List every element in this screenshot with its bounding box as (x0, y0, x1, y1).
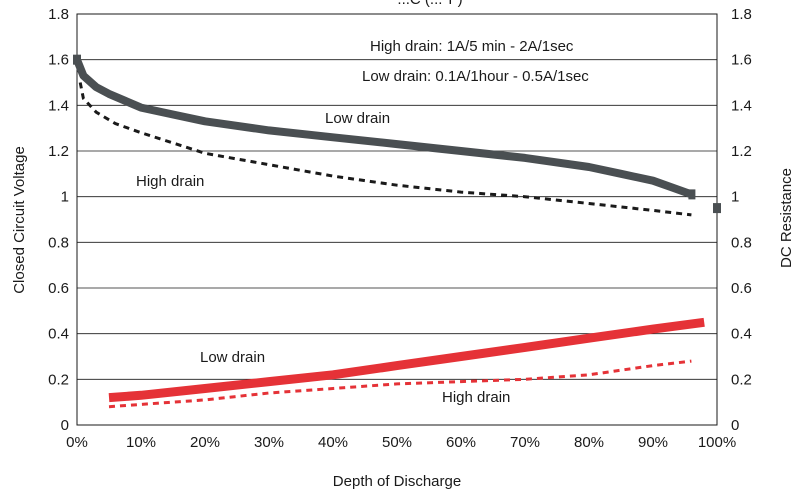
y-left-tick-label-8: 1.6 (48, 52, 69, 69)
y-left-tick-label-0: 0 (61, 417, 69, 434)
x-tick-label-5: 50% (382, 434, 412, 451)
y-left-tick-label-5: 1 (61, 189, 69, 206)
y-right-tick-label-3: 0.6 (731, 280, 752, 297)
legend-low-drain: Low drain: 0.1A/1hour - 0.5A/1sec (362, 68, 589, 85)
label-low-drain-voltage: Low drain (325, 110, 390, 127)
y-right-tick-label-4: 0.8 (731, 234, 752, 251)
series-group (73, 54, 721, 409)
y-right-tick-label-5: 1 (731, 189, 739, 206)
x-tick-label-9: 90% (638, 434, 668, 451)
x-tick-label-6: 60% (446, 434, 476, 451)
y-left-tick-label-9: 1.8 (48, 6, 69, 23)
y-right-tick-label-8: 1.6 (731, 52, 752, 69)
x-axis-title: Depth of Discharge (333, 473, 461, 490)
y-right-tick-label-7: 1.4 (731, 97, 752, 114)
y-left-tick-label-3: 0.6 (48, 280, 69, 297)
x-tick-label-8: 80% (574, 434, 604, 451)
end-marker (713, 203, 721, 214)
x-tick-label-10: 100% (698, 434, 736, 451)
y-left-tick-label-1: 0.2 (48, 371, 69, 388)
x-tick-label-7: 70% (510, 434, 540, 451)
y-left-axis-title: Closed Circuit Voltage (11, 146, 28, 294)
y-right-tick-label-2: 0.4 (731, 326, 752, 343)
series-line-2 (108, 317, 705, 403)
y-left-tick-label-6: 1.2 (48, 143, 69, 160)
legend-high-drain: High drain: 1A/5 min - 2A/1sec (370, 38, 574, 55)
y-right-tick-label-9: 1.8 (731, 6, 752, 23)
series-line-0 (73, 58, 693, 199)
x-tick-label-3: 30% (254, 434, 284, 451)
x-tick-label-2: 20% (190, 434, 220, 451)
y-right-tick-label-1: 0.2 (731, 371, 752, 388)
y-right-tick-label-6: 1.2 (731, 143, 752, 160)
y-right-axis-title: DC Resistance (778, 168, 795, 268)
x-tick-labels: 0% 10% 20% 30% 40% 50% 60% 70% 80% 90% 100% (66, 434, 736, 451)
series-line-1 (78, 82, 692, 217)
y-right-tick-label-0: 0 (731, 417, 739, 434)
series-start-marker-0 (73, 54, 81, 65)
label-high-drain-voltage: High drain (136, 173, 204, 190)
title-fragment: ...C (...°F) (397, 0, 462, 8)
y-left-tick-label-4: 0.8 (48, 234, 69, 251)
chart-title: ...C (...°F) (397, 0, 462, 8)
x-tick-label-4: 40% (318, 434, 348, 451)
label-low-drain-resistance: Low drain (200, 349, 265, 366)
y-left-tick-label-7: 1.4 (48, 97, 69, 114)
plot-area (76, 13, 718, 426)
y-left-tick-label-2: 0.4 (48, 326, 69, 343)
label-high-drain-resistance: High drain (442, 389, 510, 406)
series-end-marker-0 (688, 189, 696, 200)
x-tick-label-0: 0% (66, 434, 88, 451)
x-tick-label-1: 10% (126, 434, 156, 451)
y-right-tick-labels: 0 0.2 0.4 0.6 0.8 1 1.2 1.4 1.6 1.8 (731, 6, 752, 434)
y-left-tick-labels: 0 0.2 0.4 0.6 0.8 1 1.2 1.4 1.6 1.8 (48, 6, 69, 434)
series-line-3 (108, 359, 692, 409)
